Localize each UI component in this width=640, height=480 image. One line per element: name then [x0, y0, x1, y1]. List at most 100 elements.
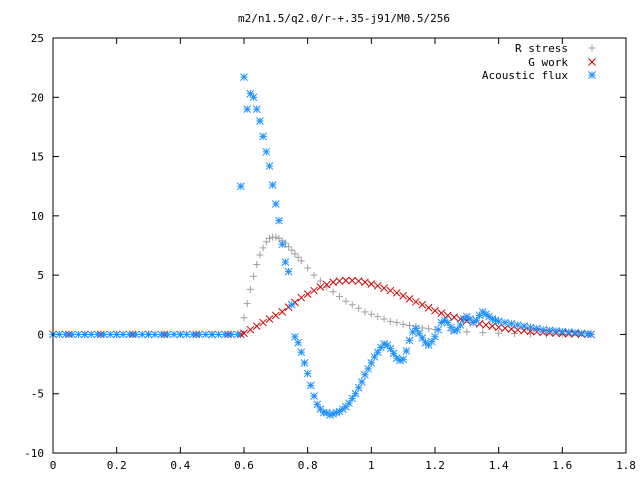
x-tick-label: 0.4 [170, 459, 190, 472]
x-tick-label: 1.8 [616, 459, 636, 472]
point-acoustic-flux [294, 338, 302, 347]
point-acoustic-flux [262, 147, 271, 156]
point-acoustic-flux [106, 330, 115, 339]
point-acoustic-flux [415, 329, 423, 338]
point-acoustic-flux [571, 328, 579, 337]
point-g-work [386, 286, 395, 295]
point-g-work [412, 297, 420, 306]
point-r-stress [294, 253, 302, 261]
point-acoustic-flux [74, 330, 83, 339]
point-r-stress [355, 304, 363, 312]
point-r-stress [336, 292, 343, 300]
point-r-stress [399, 320, 407, 328]
point-g-work [240, 329, 248, 338]
point-acoustic-flux [275, 216, 283, 225]
point-r-stress [386, 317, 394, 325]
point-g-work [246, 325, 255, 334]
point-acoustic-flux [170, 330, 178, 339]
point-g-work [488, 322, 497, 330]
point-acoustic-flux [539, 325, 548, 334]
point-acoustic-flux [163, 330, 172, 339]
point-acoustic-flux [252, 105, 261, 113]
point-acoustic-flux [386, 344, 395, 353]
y-tick-label: 10 [31, 210, 44, 223]
point-r-stress [259, 244, 267, 252]
point-g-work [303, 290, 312, 298]
point-acoustic-flux [201, 330, 210, 339]
point-acoustic-flux [281, 258, 290, 266]
legend-marker-r-stress [588, 44, 596, 52]
y-tick-label: 5 [37, 269, 44, 282]
y-tick-label: -10 [24, 447, 44, 460]
point-r-stress [348, 301, 356, 309]
point-acoustic-flux [131, 330, 140, 339]
point-acoustic-flux [373, 348, 382, 357]
point-acoustic-flux [195, 330, 204, 339]
point-g-work [526, 327, 535, 336]
chart-title: m2/n1.5/q2.0/r-+.35-j91/M0.5/256 [238, 12, 450, 25]
point-acoustic-flux [144, 330, 153, 339]
point-acoustic-flux [61, 330, 70, 339]
point-r-stress [288, 246, 296, 254]
point-r-stress [243, 300, 251, 308]
y-tick-label: 0 [37, 328, 44, 341]
point-acoustic-flux [249, 93, 258, 102]
point-acoustic-flux [412, 324, 420, 333]
point-g-work [494, 323, 503, 332]
point-r-stress [285, 243, 293, 251]
legend-item-acoustic-flux: Acoustic flux [482, 69, 568, 82]
point-g-work [265, 315, 274, 323]
point-acoustic-flux [370, 353, 379, 361]
point-acoustic-flux [564, 328, 573, 336]
x-tick-label: 1.2 [425, 459, 445, 472]
point-g-work [443, 311, 452, 320]
point-acoustic-flux [520, 322, 528, 330]
point-acoustic-flux [157, 330, 166, 339]
point-acoustic-flux [236, 182, 245, 191]
point-acoustic-flux [278, 240, 287, 249]
point-r-stress [262, 238, 270, 246]
point-r-stress [374, 313, 382, 321]
point-g-work [322, 280, 331, 289]
y-tick-label: -5 [31, 388, 44, 401]
point-g-work [399, 292, 408, 300]
point-r-stress [253, 260, 261, 268]
point-acoustic-flux [55, 330, 64, 339]
x-tick-label: 1.4 [489, 459, 509, 472]
point-g-work [259, 318, 267, 327]
point-acoustic-flux [402, 347, 411, 355]
point-acoustic-flux [182, 330, 191, 339]
point-acoustic-flux [431, 332, 439, 341]
point-acoustic-flux [125, 330, 134, 339]
point-acoustic-flux [494, 317, 503, 326]
point-acoustic-flux [112, 330, 121, 339]
point-acoustic-flux [240, 73, 248, 81]
point-g-work [297, 293, 306, 302]
point-g-work [392, 289, 401, 297]
point-r-stress [380, 315, 388, 323]
point-acoustic-flux [513, 321, 522, 329]
point-r-stress [304, 264, 312, 272]
point-g-work [437, 309, 446, 317]
point-acoustic-flux [221, 330, 229, 339]
legend-label-r-stress: R stress [515, 42, 568, 55]
point-r-stress [240, 314, 248, 322]
point-acoustic-flux [345, 399, 353, 408]
legend-item-g-work: G work [528, 56, 568, 69]
legend-marker-acoustic-flux [588, 71, 596, 79]
point-acoustic-flux [399, 355, 408, 364]
point-acoustic-flux [501, 318, 509, 327]
point-acoustic-flux [80, 330, 89, 339]
point-acoustic-flux [306, 381, 315, 390]
data-layer [49, 73, 595, 419]
point-r-stress [361, 308, 369, 316]
point-acoustic-flux [259, 132, 267, 141]
point-acoustic-flux [87, 330, 96, 339]
point-acoustic-flux [443, 318, 452, 327]
point-acoustic-flux [418, 334, 427, 342]
point-r-stress [310, 271, 318, 279]
point-acoustic-flux [256, 117, 264, 125]
point-acoustic-flux [119, 330, 127, 339]
point-acoustic-flux [533, 324, 541, 333]
point-acoustic-flux [100, 330, 108, 339]
